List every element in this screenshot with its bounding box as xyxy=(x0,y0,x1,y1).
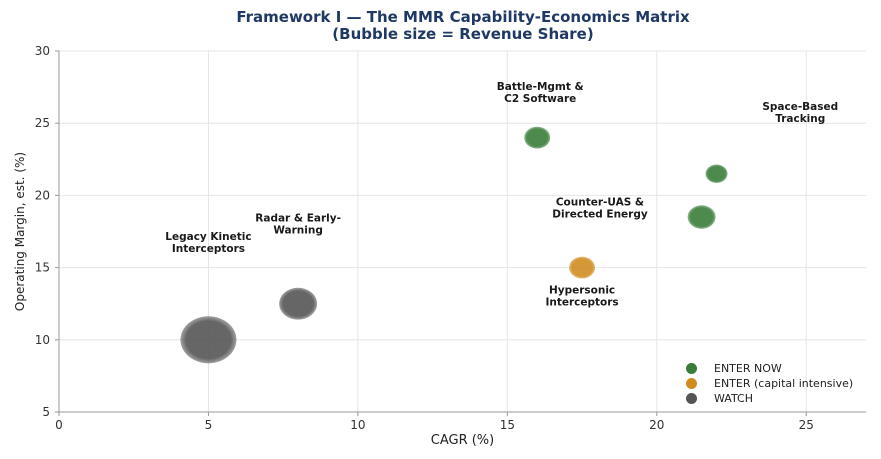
annotation-line: Hypersonic xyxy=(549,285,615,297)
x-tick-label: 15 xyxy=(500,418,515,432)
chart-title-line: Framework I — The MMR Capability-Economi… xyxy=(236,8,690,26)
bubble-annotation: Legacy Kinetic Interceptors xyxy=(165,231,251,255)
legend-label: ENTER (capital intensive) xyxy=(714,377,854,390)
annotation-line: C2 Software xyxy=(504,93,576,105)
bubble-annotation: Battle-Mgmt & C2 Software xyxy=(497,81,584,105)
x-tick-label: 10 xyxy=(350,418,365,432)
x-tick-label: 20 xyxy=(649,418,664,432)
y-tick-label: 30 xyxy=(35,44,50,58)
y-tick-label: 5 xyxy=(42,405,50,419)
annotation-line: Warning xyxy=(273,224,323,236)
legend-marker xyxy=(686,363,697,374)
legend-marker xyxy=(686,393,697,404)
legend-label: WATCH xyxy=(714,392,753,405)
bubble xyxy=(524,126,551,149)
annotation-line: Interceptors xyxy=(545,297,618,309)
legend-item: ENTER NOW xyxy=(684,361,853,376)
bubble-annotation: Space-Based Tracking xyxy=(762,101,838,125)
chart-title: Framework I — The MMR Capability-Economi… xyxy=(0,9,881,43)
legend-label: ENTER NOW xyxy=(714,362,782,375)
legend-item: WATCH xyxy=(684,391,853,406)
annotation-line: Tracking xyxy=(775,113,825,125)
bubble xyxy=(687,205,716,229)
bubble xyxy=(705,164,728,183)
bubble xyxy=(180,316,237,364)
bubble xyxy=(279,287,318,320)
y-tick-label: 10 xyxy=(35,333,50,347)
x-tick-label: 0 xyxy=(55,418,63,432)
annotation-line: Legacy Kinetic xyxy=(165,231,251,243)
y-tick-label: 20 xyxy=(35,188,50,202)
y-tick-label: 15 xyxy=(35,261,50,275)
legend-marker xyxy=(686,378,697,389)
annotation-line: Directed Energy xyxy=(552,209,648,221)
bubble xyxy=(569,256,596,279)
chart-legend: ENTER NOW ENTER (capital intensive) WATCH xyxy=(684,361,853,406)
annotation-line: Counter-UAS & xyxy=(556,197,644,209)
bubble-annotation: Radar & Early-Warning xyxy=(255,212,341,236)
legend-item: ENTER (capital intensive) xyxy=(684,376,853,391)
x-tick-label: 25 xyxy=(799,418,814,432)
annotation-line: Interceptors xyxy=(172,243,245,255)
x-axis-label: CAGR (%) xyxy=(431,433,494,448)
y-axis-label: Operating Margin, est. (%) xyxy=(13,152,27,311)
chart-subtitle: (Bubble size = Revenue Share) xyxy=(332,25,594,43)
y-tick-label: 25 xyxy=(35,116,50,130)
annotation-line: Battle-Mgmt & xyxy=(497,81,584,93)
bubble-annotation: Counter-UAS & Directed Energy xyxy=(552,197,648,221)
annotation-line: Radar & Early- xyxy=(255,212,341,224)
x-tick-label: 5 xyxy=(205,418,213,432)
annotation-line: Space-Based xyxy=(762,101,838,113)
bubble-annotation: Hypersonic Interceptors xyxy=(545,285,618,309)
